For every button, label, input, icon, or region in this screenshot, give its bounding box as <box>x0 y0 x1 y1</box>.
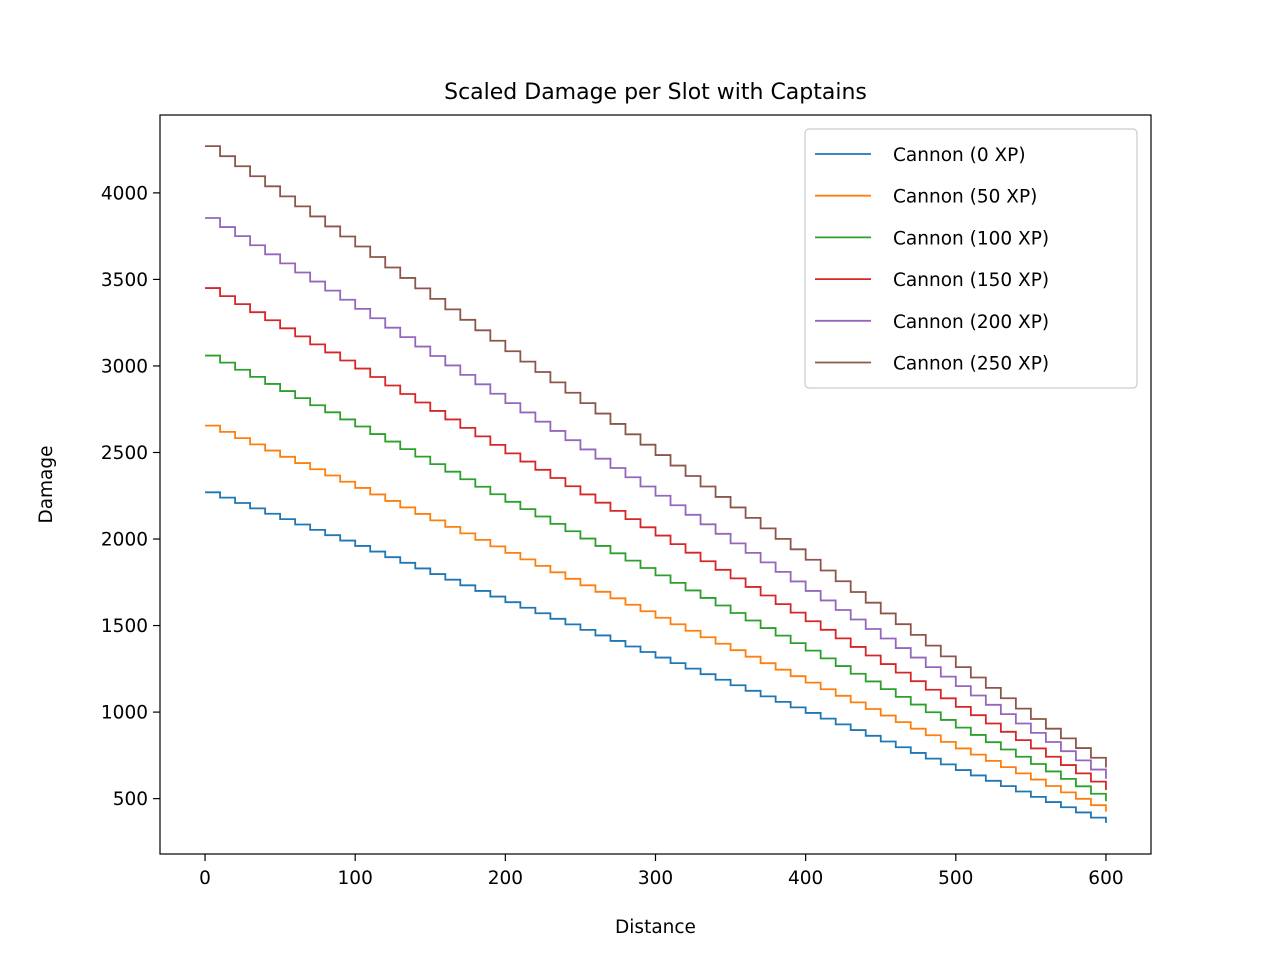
legend-entry-label: Cannon (100 XP) <box>893 228 1049 249</box>
series-line <box>205 287 1107 790</box>
series-lines <box>205 145 1107 823</box>
y-tick-label: 500 <box>113 789 148 810</box>
x-tick-label: 600 <box>1088 868 1123 889</box>
series-line <box>205 491 1107 823</box>
legend-entry-label: Cannon (0 XP) <box>893 145 1026 166</box>
legend: Cannon (0 XP) Cannon (50 XP) Cannon (100 X… <box>804 128 1138 389</box>
chart-title: Scaled Damage per Slot with Captains <box>444 80 867 105</box>
series-line <box>205 217 1107 779</box>
legend-box <box>804 128 1138 389</box>
series-line <box>205 145 1107 768</box>
x-tick-label: 300 <box>638 868 673 889</box>
x-axis-label: Distance <box>615 917 696 938</box>
y-tick-label: 2000 <box>101 530 148 551</box>
legend-entry-label: Cannon (150 XP) <box>893 270 1049 291</box>
y-axis: 500 1000 1500 2000 2500 3000 3500 4000 <box>101 183 160 810</box>
y-tick-label: 1000 <box>101 703 148 724</box>
x-axis: 0 100 200 300 400 500 600 <box>199 854 1124 889</box>
x-tick-label: 200 <box>488 868 523 889</box>
y-tick-label: 3000 <box>101 356 148 377</box>
x-tick-label: 0 <box>199 868 211 889</box>
legend-entry-label: Cannon (50 XP) <box>893 187 1037 208</box>
y-tick-label: 3500 <box>101 270 148 291</box>
y-tick-label: 1500 <box>101 616 148 637</box>
legend-entry-label: Cannon (250 XP) <box>893 354 1049 375</box>
series-line <box>205 424 1107 812</box>
x-tick-label: 400 <box>788 868 823 889</box>
y-tick-label: 4000 <box>101 183 148 204</box>
x-tick-label: 500 <box>938 868 973 889</box>
x-tick-label: 100 <box>338 868 373 889</box>
legend-entry-label: Cannon (200 XP) <box>893 312 1049 333</box>
y-axis-label: Damage <box>36 445 57 523</box>
series-line <box>205 354 1107 802</box>
y-tick-label: 2500 <box>101 443 148 464</box>
